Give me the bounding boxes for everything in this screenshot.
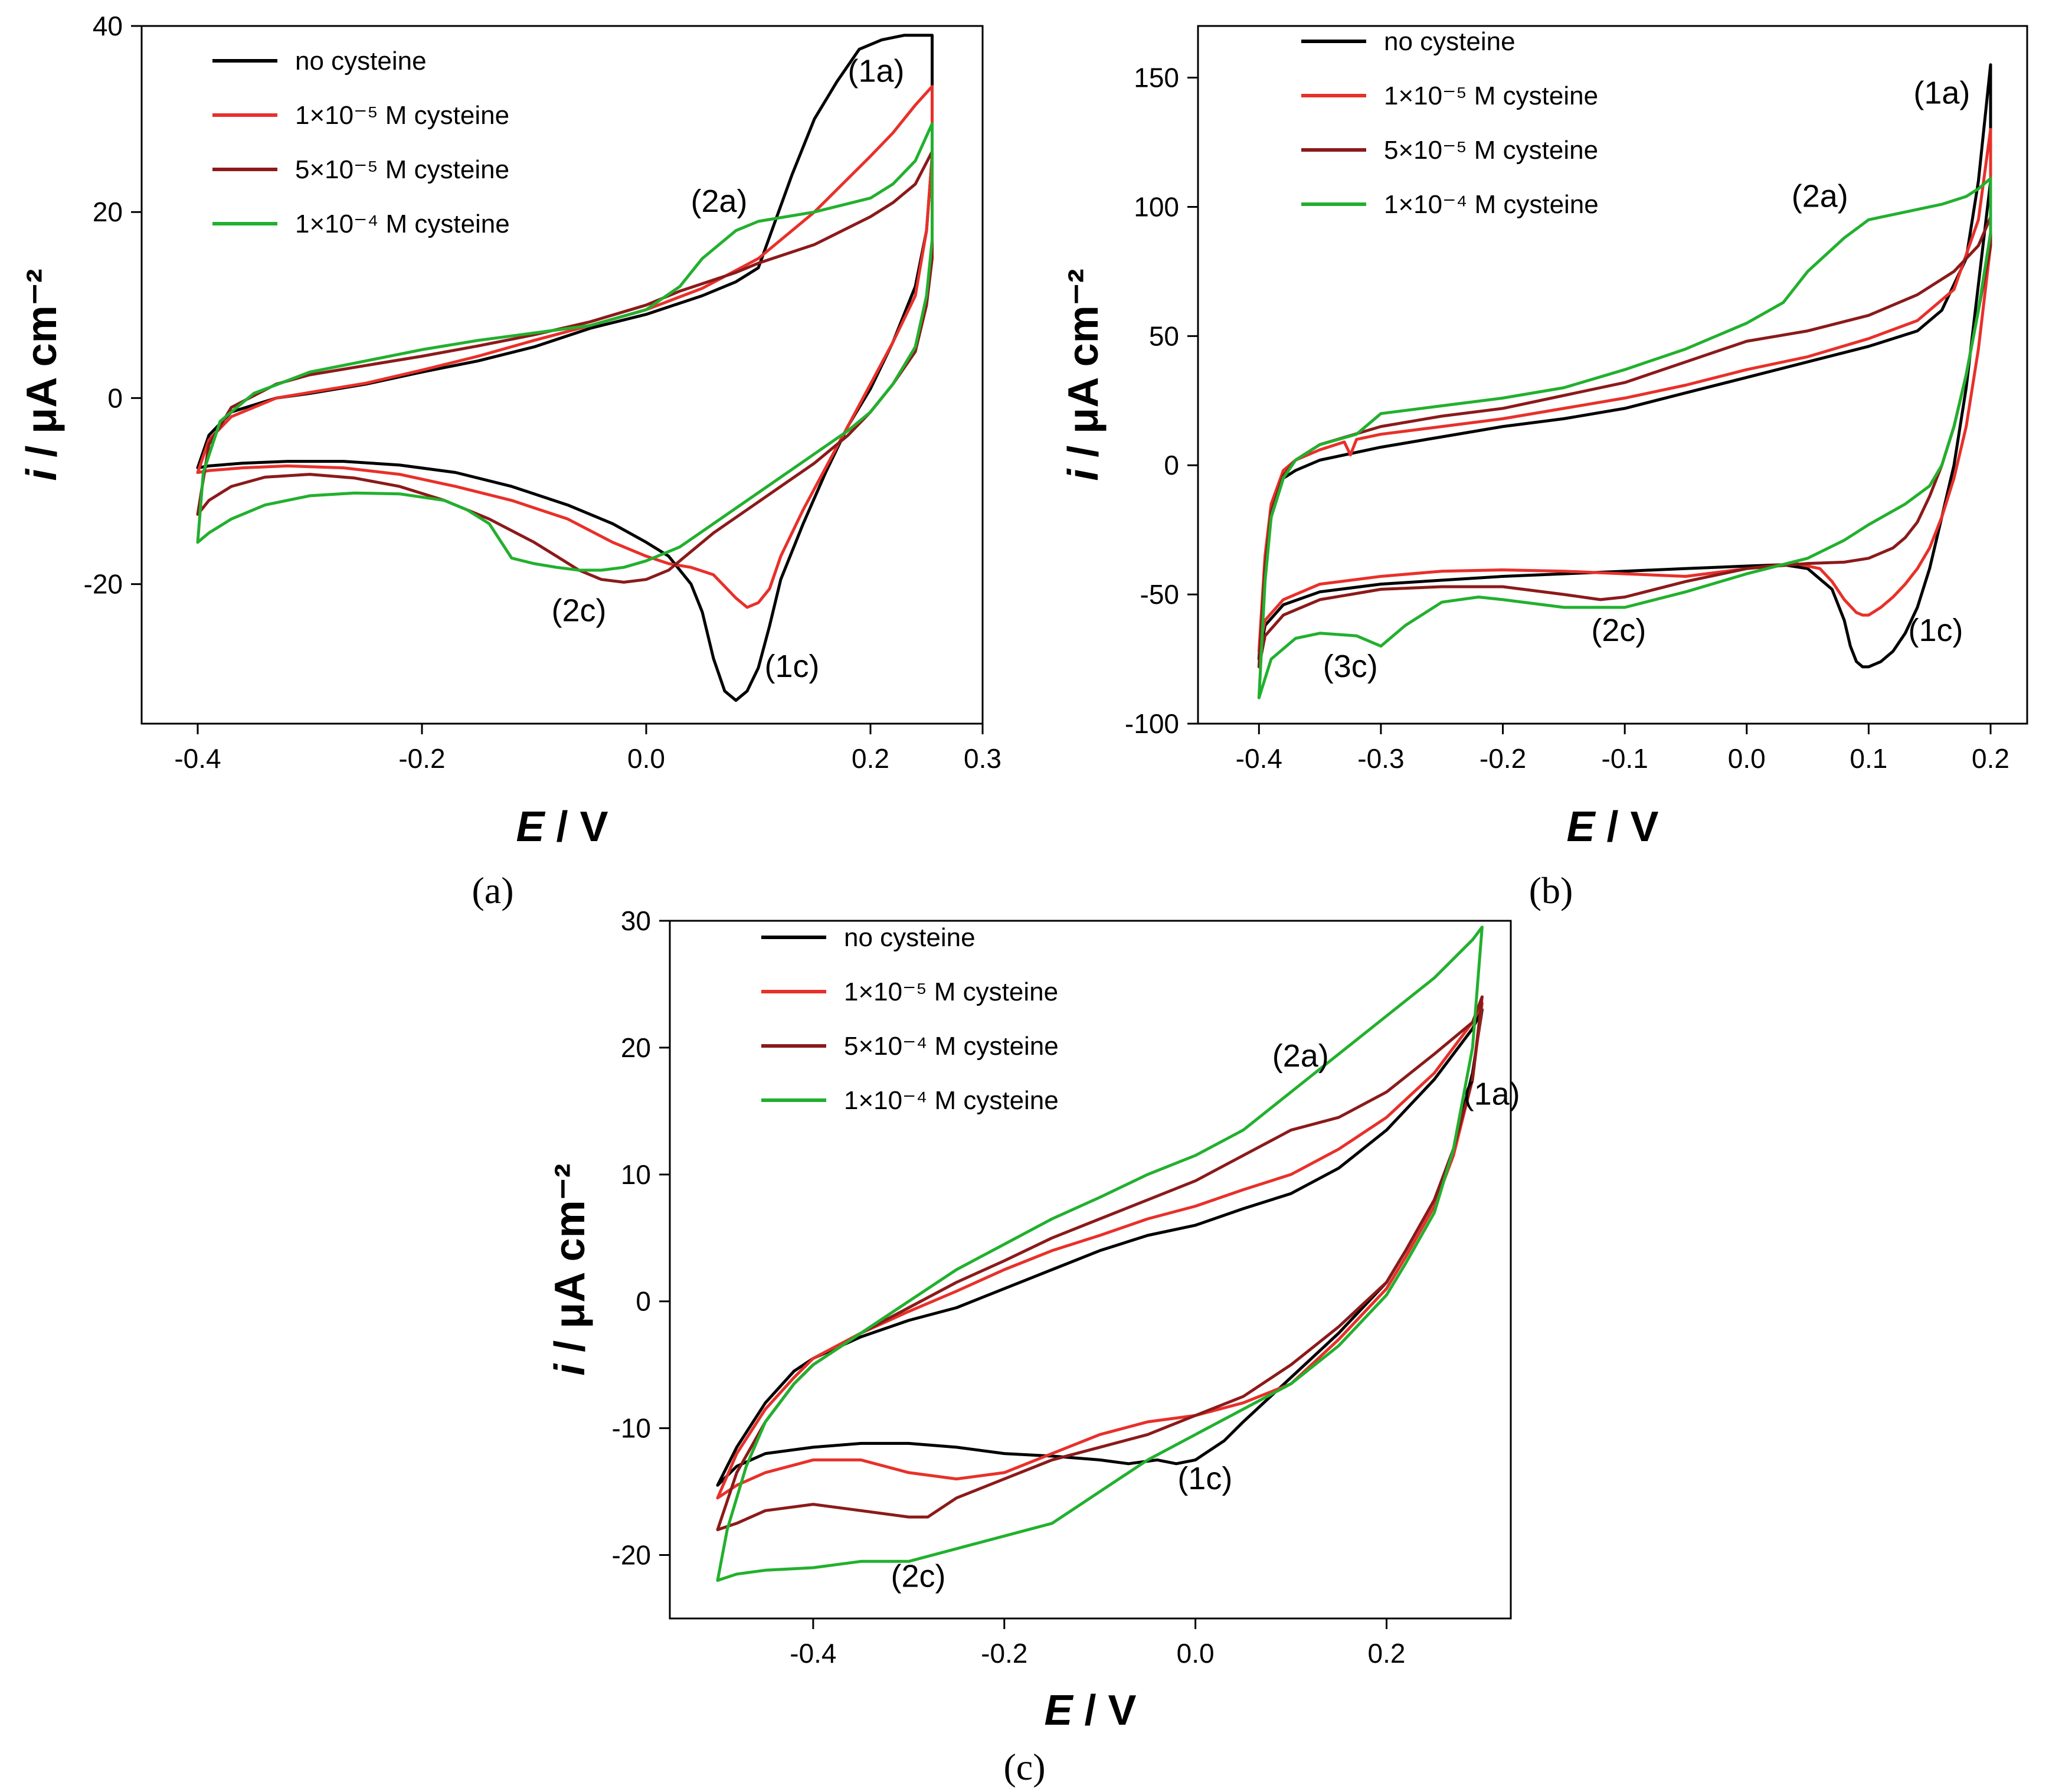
panel-c-chart: -0.4 -0.2 0.0 0.2 -20 -10 0 10 20 30 E / V i / μA c… [546,905,1520,1734]
series-line [716,995,1484,1532]
y-axis-title: i / μA cm⁻² [1060,269,1107,480]
x-axis-title: E / V [1044,1687,1136,1734]
series-line [1257,176,1992,699]
y-axis-title: i / μA cm⁻² [18,269,66,480]
x-tick-label: 0.0 [1177,1638,1215,1669]
x-axis-title: E / V [516,803,608,851]
series-group [196,34,934,702]
x-tick-label: -0.2 [1480,743,1526,774]
y-tick-label: 100 [1134,191,1179,222]
panel-b-chart: -0.4 -0.3 -0.2 -0.1 0.0 0.1 0.2 -100 -50 0 50 100 15… [1060,25,2028,851]
peak-annotation: (1a) [1913,75,1970,110]
legend-label: 5×10⁻⁴ M cysteine [844,1032,1059,1061]
legend-label: 5×10⁻⁵ M cysteine [1384,136,1598,165]
x-tick-label: 0.2 [1972,743,2009,774]
peak-annotation: (2a) [1792,178,1848,214]
y-tick-label: 30 [621,905,651,936]
peak-annotation: (1c) [765,649,820,684]
y-tick-label: -20 [612,1540,651,1571]
peak-annotation: (2c) [1591,613,1646,648]
y-tick-label: -50 [1140,579,1179,610]
series-line [716,1008,1484,1487]
series-line [1257,127,1992,653]
y-tick-label: 50 [1149,321,1179,351]
panel-label-c: (c) [1003,1746,1045,1788]
legend-label: 5×10⁻⁵ M cysteine [295,155,509,184]
y-tick-label: 0 [636,1286,651,1317]
legend-label: no cysteine [295,47,427,76]
peak-annotation: (2a) [690,184,747,219]
plot-frame [1197,25,2028,725]
x-tick-label: -0.1 [1602,743,1648,774]
panel-label-b: (b) [1529,869,1573,911]
panel-label-a: (a) [472,869,513,911]
y-tick-label: -100 [1125,708,1179,739]
x-axis-title: E / V [1566,803,1658,851]
y-tick-label: 20 [621,1032,651,1063]
peak-annotation: (2c) [552,593,607,629]
legend-label: 1×10⁻⁵ M cysteine [295,101,509,130]
x-tick-label: 0.0 [627,743,665,774]
x-tick-label: -0.4 [174,743,221,774]
x-tick-label: -0.3 [1357,743,1404,774]
y-tick-label: 150 [1134,63,1179,93]
x-tick-label: 0.2 [852,743,889,774]
y-tick-label: 20 [93,197,123,227]
y-tick-label: -20 [84,569,123,600]
y-tick-label: -10 [612,1413,651,1444]
legend-label: 1×10⁻⁴ M cysteine [844,1086,1059,1115]
peak-annotation: (1a) [847,54,904,89]
plot-frame [669,920,1512,1620]
series-group [1257,63,1992,699]
series-group [716,926,1484,1582]
x-tick-label: 0.0 [1728,743,1766,774]
peak-annotation: (2a) [1272,1038,1329,1074]
y-tick-label: 0 [1164,450,1179,480]
x-tick-label: 0.3 [964,743,1001,774]
x-tick-label: -0.2 [981,1638,1027,1669]
y-tick-label: 10 [621,1159,651,1190]
peak-annotation: (2c) [891,1558,946,1594]
legend-label: 1×10⁻⁴ M cysteine [295,210,510,238]
peak-annotation: (1c) [1177,1461,1232,1496]
x-tick-label: -0.2 [398,743,445,774]
legend-label: 1×10⁻⁵ M cysteine [844,977,1058,1006]
series-line [196,122,934,572]
y-axis-title: i / μA cm⁻² [546,1163,594,1375]
x-tick-label: -0.4 [790,1638,836,1669]
legend-label: no cysteine [1384,27,1516,56]
series-line [196,84,934,609]
plot-frame [140,25,984,725]
series-line [1257,215,1992,669]
legend-label: no cysteine [844,923,976,952]
x-tick-label: 0.2 [1368,1638,1406,1669]
legend-label: 1×10⁻⁴ M cysteine [1384,190,1599,219]
panel-a-chart: -0.4 -0.2 0.0 0.2 0.3 -20 0 20 40 E / V i / μA cm⁻… [18,11,1001,851]
x-tick-label: -0.4 [1236,743,1282,774]
series-line [716,926,1484,1582]
y-tick-label: 0 [107,382,123,413]
legend-label: 1×10⁻⁵ M cysteine [1384,81,1598,110]
peak-annotation: (1a) [1464,1077,1520,1112]
y-tick-label: 40 [93,11,123,41]
peak-annotation: (1c) [1909,613,1963,648]
peak-annotation: (3c) [1323,649,1378,684]
x-tick-label: 0.1 [1850,743,1887,774]
